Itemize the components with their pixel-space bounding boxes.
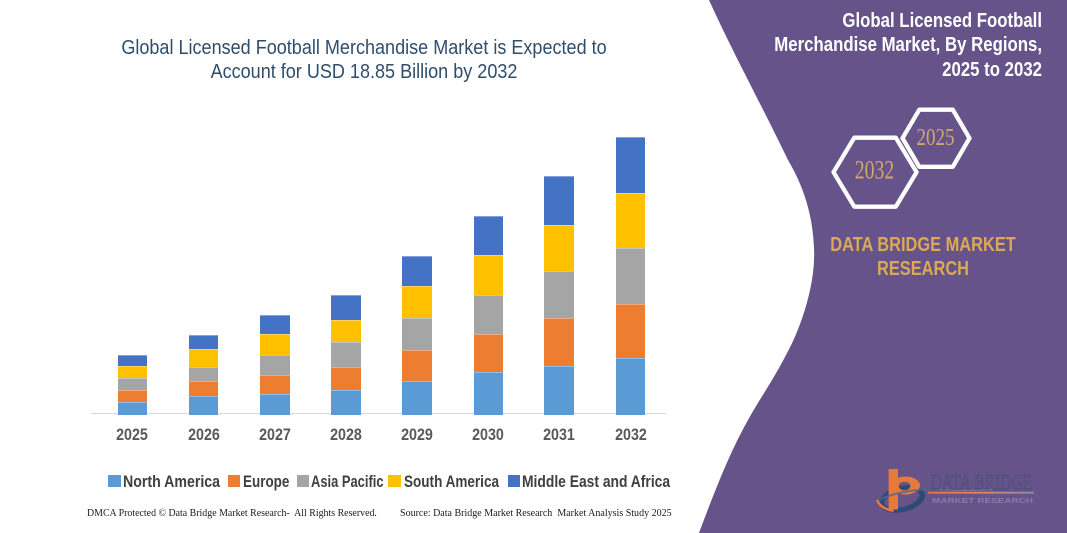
svg-text:DATA BRIDGE: DATA BRIDGE — [931, 470, 1033, 495]
svg-text:2032: 2032 — [855, 156, 895, 185]
svg-text:MARKET RESEARCH: MARKET RESEARCH — [932, 496, 1033, 505]
svg-text:2025: 2025 — [917, 124, 955, 151]
